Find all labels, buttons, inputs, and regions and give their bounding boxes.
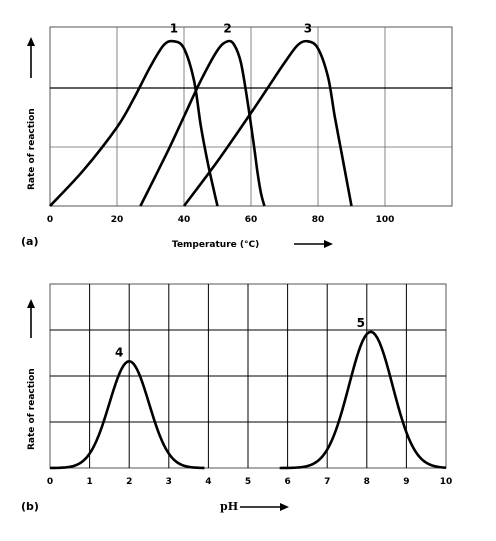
chart-b-gridlines — [50, 284, 446, 468]
chart-a-curve-labels: 1 2 3 — [170, 21, 312, 35]
chart-a-series-1-label: 1 — [170, 21, 178, 35]
chart-a-panel-label: (a) — [21, 235, 38, 248]
chart-a: 0 20 40 60 80 100 1 2 3 Rate of reaction Temper… — [21, 21, 453, 250]
chart-b-xtick: 4 — [205, 477, 211, 487]
chart-a-series-3-line — [182, 39, 353, 207]
chart-a-gridlines — [50, 27, 452, 206]
chart-a-series-2-label: 2 — [223, 21, 231, 35]
chart-b: 0 1 2 3 4 5 6 7 8 9 10 45 Rate of reaction pH (b) — [21, 283, 452, 513]
chart-a-xtick: 100 — [376, 215, 395, 225]
chart-b-xtick: 6 — [284, 477, 290, 487]
chart-b-xtick: 5 — [245, 477, 251, 487]
chart-b-series-4-label: 4 — [115, 345, 123, 359]
chart-b-panel-label: (b) — [21, 500, 39, 513]
chart-b-xtick: 7 — [324, 477, 330, 487]
chart-a-xtick: 20 — [111, 215, 124, 225]
chart-a-curves — [49, 39, 353, 207]
chart-b-xtick: 10 — [440, 477, 453, 487]
chart-a-series-3-label: 3 — [304, 21, 312, 35]
chart-b-curve-labels: 45 — [115, 316, 365, 359]
chart-b-xlabel-arrowhead — [280, 503, 289, 511]
chart-b-ylabel-arrowhead — [27, 299, 35, 308]
chart-b-xtick: 2 — [126, 477, 132, 487]
chart-b-xtick: 9 — [403, 477, 409, 487]
chart-b-series-4-line — [49, 359, 205, 470]
chart-a-xtick: 60 — [245, 215, 258, 225]
chart-b-series-5-line — [279, 330, 447, 470]
chart-a-ylabel-arrowhead — [27, 37, 35, 46]
chart-b-xtick: 3 — [166, 477, 172, 487]
chart-a-xtick: 40 — [178, 215, 191, 225]
chart-a-tick-labels: 0 20 40 60 80 100 — [47, 215, 395, 225]
chart-b-ylabel: Rate of reaction — [27, 368, 37, 450]
chart-a-xtick: 0 — [47, 215, 53, 225]
chart-b-curves — [49, 330, 447, 470]
chart-a-xtick: 80 — [312, 215, 325, 225]
chart-a-xlabel: Temperature (°C) — [172, 240, 259, 250]
chart-b-series-5-label: 5 — [357, 316, 365, 330]
chart-b-xlabel: pH — [220, 500, 238, 513]
chart-b-xtick: 0 — [47, 477, 53, 487]
chart-b-xtick: 1 — [86, 477, 92, 487]
chart-a-xlabel-arrowhead — [324, 240, 333, 248]
chart-b-xtick: 8 — [364, 477, 370, 487]
chart-a-series-1-line — [49, 39, 219, 207]
chart-a-ylabel: Rate of reaction — [27, 108, 37, 190]
chart-b-tick-labels: 0 1 2 3 4 5 6 7 8 9 10 — [47, 477, 452, 487]
chart-a-series-2-line — [139, 39, 266, 207]
